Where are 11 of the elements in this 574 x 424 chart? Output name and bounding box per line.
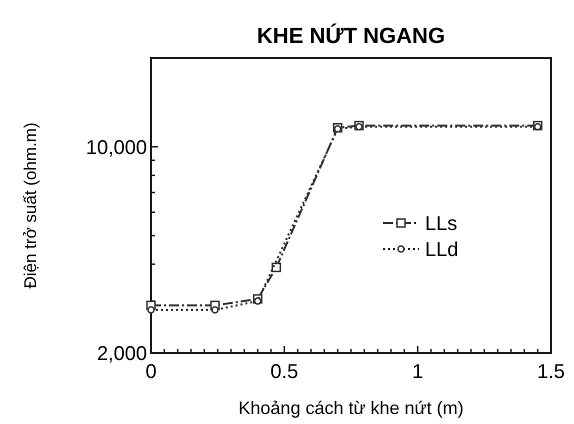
x-tick-label: 1.5 [537, 361, 565, 383]
x-tick-label: 0 [145, 361, 157, 383]
y-axis-title: Điện trở suất (ohm.m) [21, 122, 40, 289]
chart-title: KHE NỨT NGANG [256, 23, 446, 48]
x-tick-label: 1 [412, 361, 424, 383]
legend-label: LLd [425, 239, 458, 261]
x-tick-label: 0.5 [270, 361, 298, 383]
y-tick-label: 2,000 [96, 343, 147, 365]
legend-label: LLs [425, 213, 458, 235]
y-tick-label: 10,000 [86, 136, 147, 159]
x-axis-title: Khoảng cách từ khe nứt (m) [238, 398, 464, 418]
